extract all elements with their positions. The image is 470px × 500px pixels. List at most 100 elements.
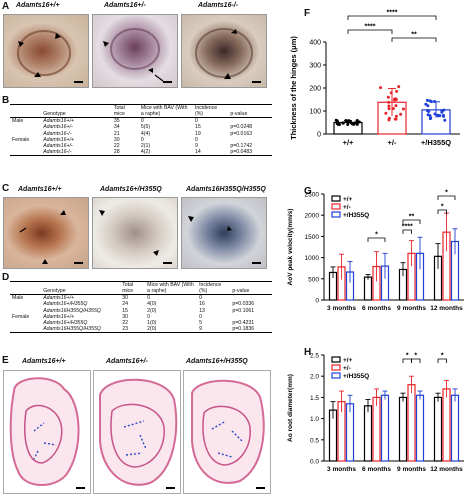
- panel-d-letter: D: [2, 272, 10, 283]
- th-genotype: Genotype: [43, 288, 66, 295]
- cell-incidence: 9: [194, 142, 198, 149]
- cell-pvalue: [230, 295, 272, 302]
- sig-bracket-het-vs-h355q: [391, 37, 437, 42]
- cell-bav: 4(4): [140, 130, 151, 137]
- photo-c1-title: Adamts16+/+: [18, 186, 62, 193]
- data-point: [395, 89, 399, 93]
- cell-incidence: 9: [199, 325, 202, 332]
- data-point: [357, 120, 361, 124]
- data-point: [443, 118, 447, 122]
- cell-pvalue: p=0.0163: [230, 130, 253, 137]
- cell-bav: 2(0): [147, 307, 157, 314]
- cell-bav: 5(5): [140, 124, 151, 131]
- th-total: Total mice: [122, 282, 134, 295]
- x-tick-label: 9 months: [397, 305, 426, 312]
- sig-bracket-wt-vs-h355q-label: ****: [387, 10, 398, 17]
- sig-label: *: [375, 232, 378, 239]
- data-point: [393, 117, 397, 121]
- legend-label: +/H355Q: [343, 373, 369, 380]
- cell-bav: 0: [140, 118, 144, 125]
- x-tick-label: 12 months: [430, 305, 463, 312]
- y-tick-label: 2.0: [310, 374, 319, 381]
- th-incidence: Incidence (%): [194, 105, 218, 118]
- legend-label: +/H355Q: [343, 212, 369, 219]
- legend-label: +/+: [343, 196, 353, 203]
- data-point: [387, 104, 391, 108]
- data-point: [433, 99, 437, 103]
- data-point: [397, 85, 401, 89]
- chart-h-ao-root-diameter: 0.0 0.5 1.0 1.5 2.0 2.5 Ao root diameter(mm) 3 …: [287, 353, 464, 473]
- y-tick-label: 1.0: [310, 416, 319, 423]
- data-point: [386, 95, 390, 99]
- table-row: Adamts16H355Q/H355Q 15 2(0) 13 p=0.1061: [10, 308, 272, 314]
- table-row: Male Adamts16+/+ 30 0 0: [10, 295, 272, 302]
- data-point: [384, 111, 388, 115]
- cell-pvalue: p=0.4231: [232, 319, 255, 326]
- legend-swatch: [331, 372, 341, 379]
- histology-e1-wildtype: [3, 370, 91, 494]
- legend-swatch: [331, 356, 341, 363]
- y-tick-label: 0: [317, 132, 321, 139]
- sig-bracket-wt-vs-het: [347, 29, 393, 34]
- x-tick-label: +/-: [388, 138, 397, 147]
- data-point: [387, 107, 391, 111]
- cell-bav: 0: [140, 136, 144, 143]
- panel-c-letter: C: [2, 183, 10, 194]
- cell-total: 15: [122, 307, 128, 314]
- cell-total: 30: [122, 313, 128, 320]
- x-tick-label: 12 months: [430, 466, 463, 473]
- x-tick-label: 6 months: [362, 466, 391, 473]
- bar: [345, 403, 355, 462]
- cell-genotype: Adamts16+/H355Q: [43, 319, 88, 326]
- panel-a-letter: A: [2, 1, 10, 12]
- cell-sex: Male: [12, 295, 24, 302]
- th-bav: Mice with BAV (With a raphe): [147, 282, 194, 295]
- sig-label: *: [441, 353, 444, 360]
- bar: [450, 394, 460, 462]
- bar: [372, 396, 381, 462]
- bar: [363, 276, 373, 301]
- legend-swatch: [331, 203, 341, 210]
- cell-total: 21: [113, 130, 120, 137]
- data-point: [401, 107, 405, 111]
- table-row: Adamts16+/- 34 5(5) 15 p=0.0248: [10, 124, 272, 130]
- data-point: [442, 108, 446, 112]
- cell-total: 23: [122, 325, 128, 332]
- photo-a2-het-valve: [92, 14, 178, 88]
- y-tick-label: 0.5: [310, 437, 319, 444]
- cell-incidence: 0: [194, 136, 198, 143]
- cell-sex: Female: [12, 136, 30, 143]
- data-point: [433, 112, 437, 116]
- histology-e3-het-h355q: [183, 370, 271, 494]
- cell-pvalue: [228, 118, 272, 125]
- panel-h-letter: H: [304, 347, 312, 358]
- table-d-bav-incidence: Genotype Total mice Mice with BAV (With …: [10, 281, 272, 333]
- y-tick-label: 100: [309, 109, 321, 116]
- sig-label: *: [406, 353, 409, 360]
- data-point: [344, 118, 348, 122]
- th-total: Total mice: [113, 105, 125, 118]
- y-tick-label: 2500: [305, 192, 320, 199]
- cell-bav: 0: [147, 295, 151, 302]
- photo-a1-title: Adamts16+/+: [16, 2, 60, 9]
- bar: [380, 394, 390, 462]
- sig-bracket: [411, 358, 421, 363]
- data-point: [426, 104, 430, 108]
- data-point: [346, 120, 350, 124]
- table-row: Adamts16+/- 22 2(1) 9 p=0.1742: [10, 143, 272, 149]
- sig-bracket: [402, 229, 412, 234]
- cell-sex: [10, 326, 41, 333]
- cell-total: 28: [113, 148, 120, 155]
- cell-bav: 0: [147, 313, 151, 320]
- th-bav: Mice with BAV (With a raphe): [140, 105, 188, 118]
- chart-g-aov-peak-velocity: 0 500 1000 1500 2000 2500 AoV peak velocity(mm…: [287, 190, 464, 312]
- y-tick-label: 1.5: [310, 395, 319, 402]
- sig-bracket: [437, 358, 447, 363]
- photo-a1-wildtype-valve: [3, 14, 89, 88]
- cell-total: 34: [113, 124, 120, 131]
- cell-pvalue: p=0.0483: [230, 148, 253, 155]
- cell-incidence: 14: [194, 148, 201, 155]
- y-axis-title: Ao root diameter(mm): [287, 374, 294, 442]
- table-row: Male Adamts16+/+ 35 0 0: [10, 118, 272, 125]
- cell-pvalue: p=0.1742: [230, 142, 253, 149]
